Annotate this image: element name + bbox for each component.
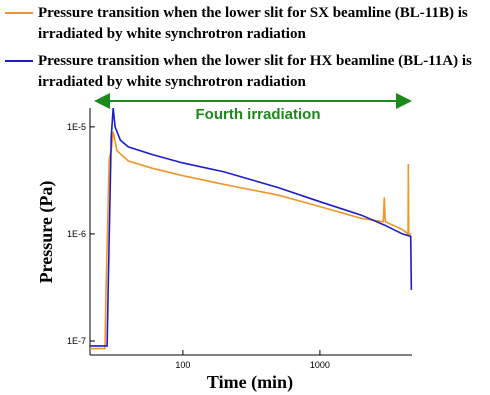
annotation: Fourth irradiation (196, 106, 321, 123)
legend-entry: Pressure transition when the lower slit … (38, 5, 468, 42)
data-line (90, 107, 413, 347)
y-axis-label: Pressure (Pa) (36, 181, 57, 284)
y-tick-label: 1E-6 (67, 229, 86, 239)
legend-entry: Pressure transition when the lower slit … (38, 53, 472, 90)
x-axis-label: Time (min) (207, 372, 293, 393)
y-tick-label: 1E-7 (67, 336, 86, 346)
y-tick-label: 1E-5 (67, 122, 86, 132)
x-tick-label: 100 (175, 360, 190, 370)
data-line (90, 131, 412, 350)
x-tick-label: 1000 (310, 360, 330, 370)
